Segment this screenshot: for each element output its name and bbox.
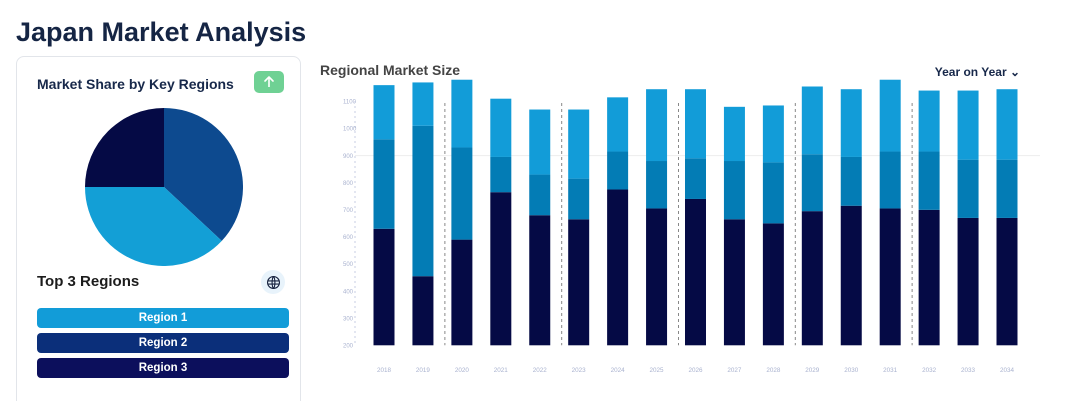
svg-text:2032: 2032: [922, 367, 937, 374]
svg-text:2024: 2024: [611, 367, 626, 374]
svg-text:400: 400: [343, 289, 354, 295]
svg-text:700: 700: [343, 208, 354, 214]
svg-text:2034: 2034: [1000, 367, 1015, 374]
svg-text:2030: 2030: [844, 367, 859, 374]
svg-text:300: 300: [343, 316, 354, 322]
svg-text:900: 900: [343, 154, 354, 160]
svg-text:2031: 2031: [883, 367, 898, 374]
svg-text:800: 800: [343, 181, 354, 187]
svg-text:2023: 2023: [572, 367, 587, 374]
svg-text:200: 200: [343, 344, 354, 350]
svg-text:2033: 2033: [961, 367, 976, 374]
svg-text:500: 500: [343, 262, 354, 268]
svg-text:2029: 2029: [805, 367, 820, 374]
svg-text:2021: 2021: [494, 367, 509, 374]
svg-text:2027: 2027: [727, 367, 742, 374]
svg-text:1100: 1100: [343, 100, 357, 106]
svg-text:2026: 2026: [688, 367, 703, 374]
svg-text:2018: 2018: [377, 367, 392, 374]
svg-text:2020: 2020: [455, 367, 470, 374]
svg-text:600: 600: [343, 235, 354, 241]
svg-text:2028: 2028: [766, 367, 781, 374]
svg-text:2025: 2025: [650, 367, 665, 374]
svg-text:2022: 2022: [533, 367, 548, 374]
svg-text:2019: 2019: [416, 367, 431, 374]
svg-text:1000: 1000: [343, 127, 357, 133]
